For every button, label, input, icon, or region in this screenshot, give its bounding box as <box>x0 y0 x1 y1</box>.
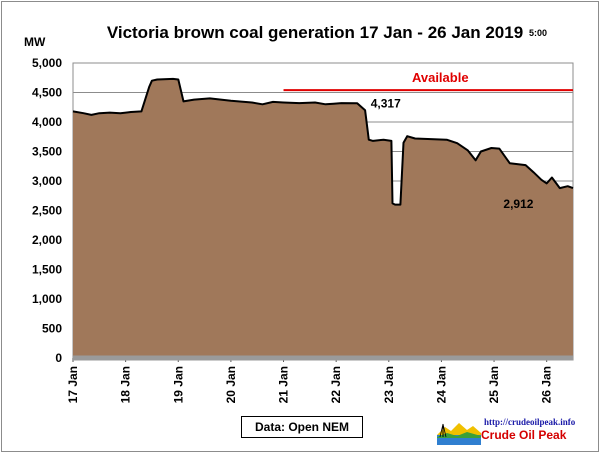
y-tick-label: 0 <box>55 351 62 365</box>
y-tick-label: 500 <box>42 322 62 336</box>
x-tick-label: 22 Jan <box>329 366 343 403</box>
x-tick-label: 24 Jan <box>434 366 448 403</box>
x-tick-label: 23 Jan <box>382 366 396 403</box>
logo-name: Crude Oil Peak <box>481 428 567 442</box>
x-tick-label: 26 Jan <box>540 366 554 403</box>
y-tick-label: 1,500 <box>32 263 62 277</box>
value-annotation: 4,317 <box>371 96 401 110</box>
source-label: Data: Open NEM <box>241 416 363 438</box>
y-tick-label: 4,500 <box>32 86 62 100</box>
y-tick-label: 2,500 <box>32 204 62 218</box>
time-label: 5:00 <box>529 28 547 38</box>
value-annotation: 2,912 <box>503 197 533 211</box>
generation-area <box>73 78 573 359</box>
generation-line <box>72 77 574 206</box>
y-tick-labels: 0 500 1,000 1,500 2,000 2,500 3,000 3,500 4,000 4… <box>32 56 62 365</box>
logo-url: http://crudeoilpeak.info <box>484 417 576 427</box>
logo-oil-derrick-icon <box>437 423 481 445</box>
available-label: Available <box>412 70 469 85</box>
x-tick-label: 19 Jan <box>171 366 185 403</box>
y-axis-unit: MW <box>24 35 46 49</box>
x-tick-labels: 17 Jan 18 Jan 19 Jan 20 Jan 21 Jan 22 Jan 23 J… <box>66 366 554 403</box>
y-tick-label: 1,000 <box>32 292 62 306</box>
x-tick-label: 21 Jan <box>277 366 291 403</box>
y-tick-label: 5,000 <box>32 56 62 70</box>
crude-oil-peak-logo[interactable]: http://crudeoilpeak.info Crude Oil Peak <box>437 417 577 447</box>
x-tick-label: 17 Jan <box>66 366 80 403</box>
x-tick-label: 20 Jan <box>224 366 238 403</box>
y-tick-label: 3,000 <box>32 174 62 188</box>
y-tick-label: 3,500 <box>32 145 62 159</box>
chart-title: Victoria brown coal generation 17 Jan - … <box>107 23 523 42</box>
y-tick-label: 4,000 <box>32 115 62 129</box>
y-tick-label: 2,000 <box>32 233 62 247</box>
x-tick-label: 25 Jan <box>487 366 501 403</box>
x-tick-label: 18 Jan <box>119 366 133 403</box>
data-annotations: 4,317 2,912 <box>371 96 534 211</box>
